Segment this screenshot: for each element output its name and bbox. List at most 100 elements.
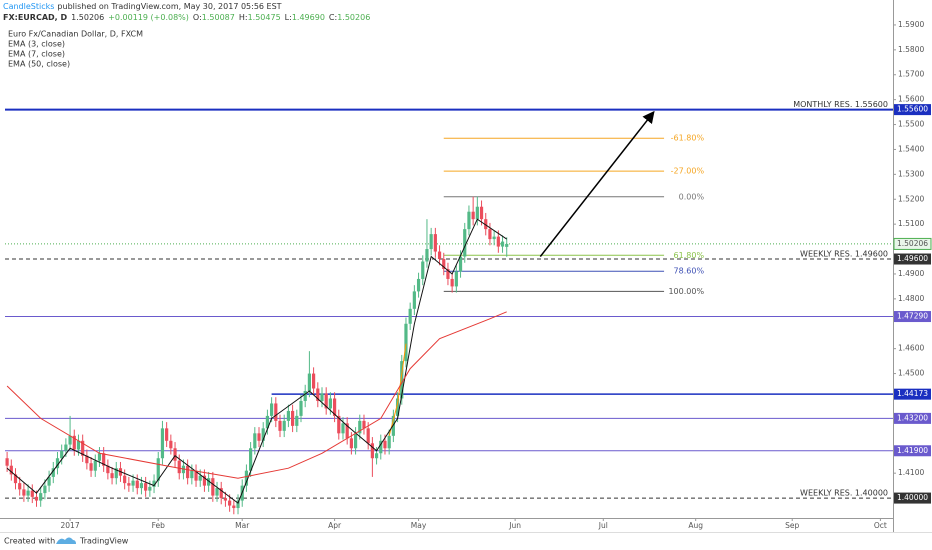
price-label: 1.47290 xyxy=(897,312,928,321)
candle-body xyxy=(295,415,299,426)
candle-body xyxy=(51,468,55,477)
candle-body xyxy=(387,435,391,449)
y-tick-label: 1.5800 xyxy=(898,45,924,54)
candle-body xyxy=(261,428,265,441)
y-tick-label: 1.5700 xyxy=(898,70,924,79)
candle-body xyxy=(34,496,39,501)
candle-body xyxy=(437,251,442,260)
last: 1.50206 xyxy=(71,13,104,22)
candle-body xyxy=(278,420,282,431)
candle-body xyxy=(181,465,186,474)
x-tick-label: Mar xyxy=(235,521,250,530)
y-tick-label: 1.5100 xyxy=(898,219,924,228)
candle-body xyxy=(404,323,408,362)
published: published on TradingView.com, May 30, 20… xyxy=(57,2,281,11)
candle-body xyxy=(446,268,450,279)
ohlc-label: L: xyxy=(285,13,292,22)
candle-body xyxy=(47,476,51,486)
candle-body xyxy=(500,241,505,247)
candle-body xyxy=(60,450,64,459)
candle-body xyxy=(379,440,383,454)
ohlc-value: 1.49690 xyxy=(292,13,325,22)
symbol-line: FX:EURCAD, D 1.50206 +0.00119 (+0.08%) O:1.… xyxy=(3,13,370,22)
candle-body xyxy=(165,428,169,441)
candle-body xyxy=(249,448,253,471)
candle-body xyxy=(433,234,437,252)
candle-body xyxy=(9,465,13,475)
candle-body xyxy=(442,259,446,269)
x-tick-label: Sep xyxy=(785,521,799,530)
y-tick-label: 1.4500 xyxy=(898,369,924,378)
candle-body xyxy=(186,465,190,479)
candle-body xyxy=(152,480,156,487)
candle-body xyxy=(223,498,228,501)
x-tick-label: Jun xyxy=(508,521,521,530)
candle-body xyxy=(68,435,72,445)
candle-body xyxy=(236,500,240,509)
candle-body xyxy=(13,474,18,484)
candle-body xyxy=(198,475,202,481)
ohlc-label: O: xyxy=(193,13,202,22)
price-label: 1.44173 xyxy=(897,389,928,398)
price-label-box xyxy=(894,412,931,424)
candle-body xyxy=(5,458,9,466)
legend-entry: EMA (7, close) xyxy=(8,50,65,59)
candle-body xyxy=(89,463,93,471)
plot: MONTHLY RES. 1.55600 WEEKLY RES. 1.49600 W… xyxy=(5,100,893,515)
candle-body xyxy=(454,271,458,287)
candle-body xyxy=(43,485,47,494)
candle-body xyxy=(219,488,223,499)
fib-label: 0.00% xyxy=(679,192,705,201)
candle-body xyxy=(93,460,97,471)
candle-body xyxy=(26,490,30,496)
y-tick-label: 1.4800 xyxy=(898,294,924,303)
ohlc-value: 1.50475 xyxy=(248,13,281,22)
candle-body xyxy=(316,388,320,401)
author[interactable]: CandleSticks xyxy=(3,2,54,11)
candle-body xyxy=(106,465,110,474)
candle-body xyxy=(135,480,139,489)
candle-body xyxy=(274,403,278,421)
candle-body xyxy=(144,483,148,491)
candle-body xyxy=(383,440,387,449)
candle-body xyxy=(270,403,274,416)
candle-body xyxy=(253,433,257,449)
y-tick-label: 1.4100 xyxy=(898,468,924,477)
candle-body xyxy=(194,470,198,481)
candle-body xyxy=(391,415,395,436)
candle-body xyxy=(190,470,194,479)
candle-body xyxy=(207,478,211,486)
y-tick-label: 1.5600 xyxy=(898,95,924,104)
price-label-box xyxy=(894,311,931,323)
candle-body xyxy=(332,398,337,416)
candle-body xyxy=(429,234,433,250)
candle-body xyxy=(127,483,131,486)
candle-body xyxy=(131,480,135,486)
price-label-box xyxy=(894,253,931,265)
symbol: FX:EURCAD, D xyxy=(3,13,67,22)
candle-body xyxy=(492,236,496,240)
price-label: 1.55600 xyxy=(897,105,928,114)
footer-brand[interactable]: TradingView xyxy=(79,537,129,546)
x-tick-label: Apr xyxy=(328,521,342,530)
ohlc-value: 1.50206 xyxy=(337,13,370,22)
candle-body xyxy=(286,410,291,421)
ema-line xyxy=(388,343,407,436)
candle-body xyxy=(320,393,324,401)
candle-body xyxy=(244,470,249,486)
candle-body xyxy=(39,493,43,501)
candle-body xyxy=(55,458,60,469)
candle-body xyxy=(81,440,85,456)
candle-body xyxy=(123,475,127,484)
candle-body xyxy=(148,486,152,491)
x-tick-label: Aug xyxy=(688,521,703,530)
candle-body xyxy=(467,211,471,230)
y-tick-label: 1.5900 xyxy=(898,20,924,29)
fib-label: -61.80% xyxy=(671,134,705,143)
candle-body xyxy=(160,428,165,459)
candle-body xyxy=(265,415,270,429)
level-text: WEEKLY RES. 1.49600 xyxy=(800,250,888,259)
candle-body xyxy=(362,420,366,429)
